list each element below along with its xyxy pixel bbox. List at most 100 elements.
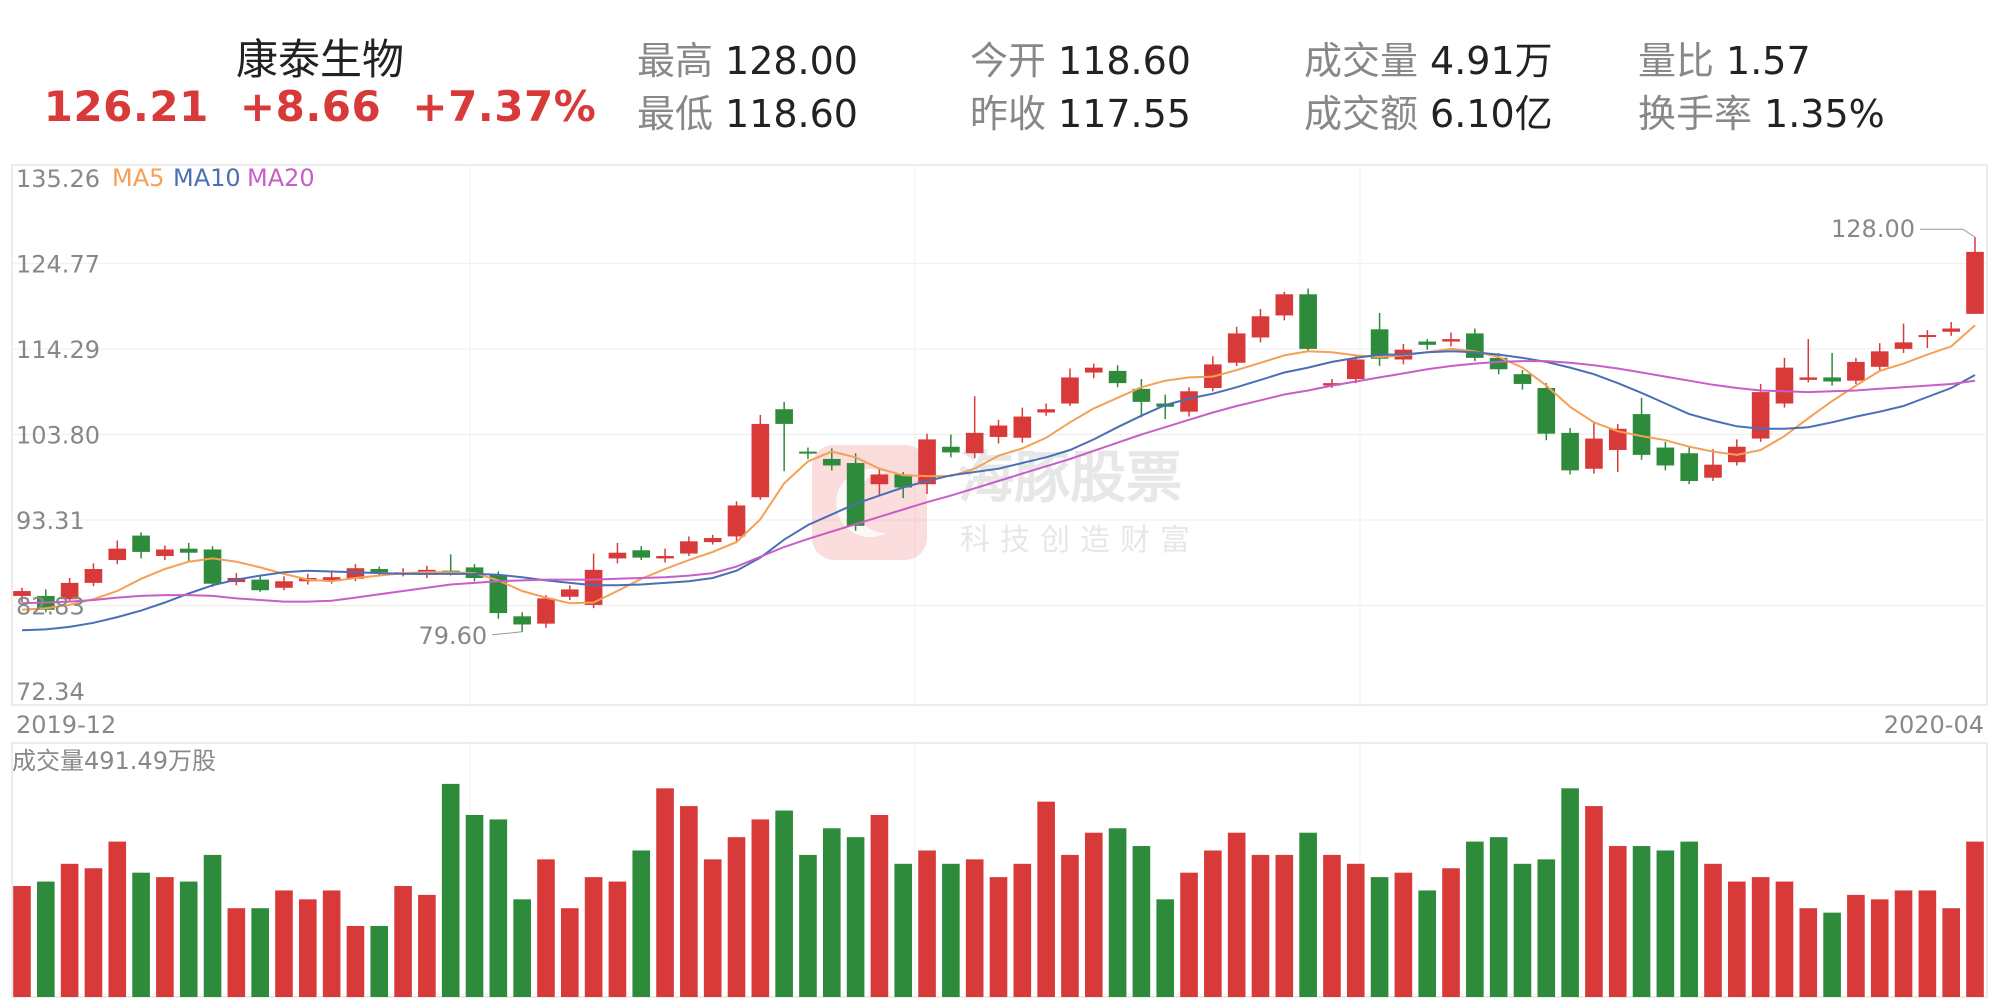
candle [1346, 354, 1365, 384]
candle [894, 472, 913, 499]
volume-bar [1227, 832, 1246, 997]
volume-bar [1918, 890, 1937, 997]
volume-bar [894, 863, 913, 997]
volume-bar [656, 788, 674, 997]
candle [203, 546, 222, 587]
y-tick-label: 82.83 [16, 592, 85, 620]
volume-bars [13, 783, 1984, 997]
volume-bar [989, 877, 1008, 997]
volume-bar [1180, 872, 1198, 997]
volume-bar [1537, 859, 1556, 997]
volume-bar [775, 810, 793, 997]
candle-body [608, 552, 627, 559]
volume-bar [441, 783, 460, 997]
candle [1537, 383, 1556, 441]
y-tick-label: 135.26 [16, 165, 100, 193]
volume-bar [1251, 854, 1270, 997]
stat-open: 今开 118.60 [970, 39, 1191, 83]
candle [1799, 339, 1818, 383]
watermark-title: 海豚股票 [958, 446, 1182, 511]
candle [1656, 441, 1675, 471]
volume-bar [1466, 841, 1484, 997]
candle-body [513, 616, 531, 625]
candle [1704, 449, 1722, 481]
volume-bar [822, 828, 841, 997]
watermark-subtitle: 科技创造财富 [960, 523, 1200, 558]
y-tick-label: 124.77 [16, 251, 100, 279]
candle [1894, 323, 1913, 353]
volume-bar [179, 881, 198, 997]
candle-body [799, 451, 817, 454]
low-annotation: 79.60 [418, 622, 487, 650]
candle [1847, 357, 1865, 384]
candle-body [1823, 377, 1841, 382]
candle [132, 532, 150, 559]
candle [1466, 328, 1484, 362]
candle [251, 576, 269, 592]
candle-body [1418, 341, 1437, 345]
candle [1061, 368, 1079, 406]
candle-body [680, 541, 698, 554]
volume-bar [560, 908, 579, 997]
candle [513, 612, 531, 632]
x-tick-label: 2020-04 [1884, 711, 1984, 739]
ma20-line [21, 360, 1976, 605]
moving-average-lines [21, 324, 1976, 632]
candle-body [1799, 377, 1818, 380]
candle [799, 447, 817, 459]
volume-bar [251, 908, 269, 997]
volume-bar [680, 806, 698, 997]
volume-bar [1204, 850, 1222, 997]
volume-bar [1751, 877, 1770, 997]
candle-body [1704, 464, 1722, 478]
candle [1561, 427, 1579, 475]
volume-bar [942, 863, 960, 997]
candle-body [1084, 367, 1103, 373]
candle-body [1466, 333, 1484, 358]
candle-body [560, 589, 579, 597]
candle-body [989, 425, 1008, 437]
volume-bar [751, 819, 770, 997]
candle-body [275, 581, 293, 588]
volume-bar [799, 854, 817, 997]
stat-high: 最高 128.00 [637, 39, 858, 83]
volume-bar [60, 863, 79, 997]
candle-body [370, 569, 389, 573]
volume-bar [1942, 908, 1960, 997]
candle-body [1323, 383, 1341, 386]
candle-body [1847, 361, 1865, 381]
volume-bar [918, 850, 936, 997]
candle-body [1966, 251, 1984, 314]
axis-labels: 135.26 124.77 114.29 103.80 93.31 82.83 72.34 2… [16, 165, 1984, 739]
candle-body [13, 591, 31, 596]
candle [13, 587, 31, 603]
candle [1275, 291, 1294, 321]
candle [1299, 288, 1317, 352]
volume-bar [537, 859, 555, 997]
watermark: 海豚股票 科技创造财富 [812, 445, 1200, 560]
volume-bar [1037, 801, 1055, 997]
volume-bar [465, 814, 484, 997]
candle [775, 401, 793, 472]
candle-body [1942, 328, 1960, 332]
volume-bar [1728, 881, 1746, 997]
candle-body [537, 598, 555, 624]
volume-bar [13, 886, 31, 997]
volume-bar [1489, 837, 1508, 997]
price-line: 126.21 +8.66 +7.37% [0, 82, 640, 131]
volume-bar [108, 841, 127, 997]
volume-bar [584, 877, 603, 997]
volume-bar [1346, 863, 1365, 997]
candle [942, 434, 960, 458]
candle [275, 576, 293, 591]
candlesticks [13, 237, 1984, 632]
legend-ma5: MA5 [112, 164, 164, 192]
candle [1632, 397, 1651, 460]
candle-body [1180, 391, 1198, 412]
candle-body [156, 549, 174, 556]
volume-bar [1680, 841, 1699, 997]
volume-bar [1299, 832, 1317, 997]
candle [84, 563, 103, 587]
candle [1585, 421, 1603, 474]
stat-prev-close: 昨收 117.55 [970, 92, 1191, 136]
